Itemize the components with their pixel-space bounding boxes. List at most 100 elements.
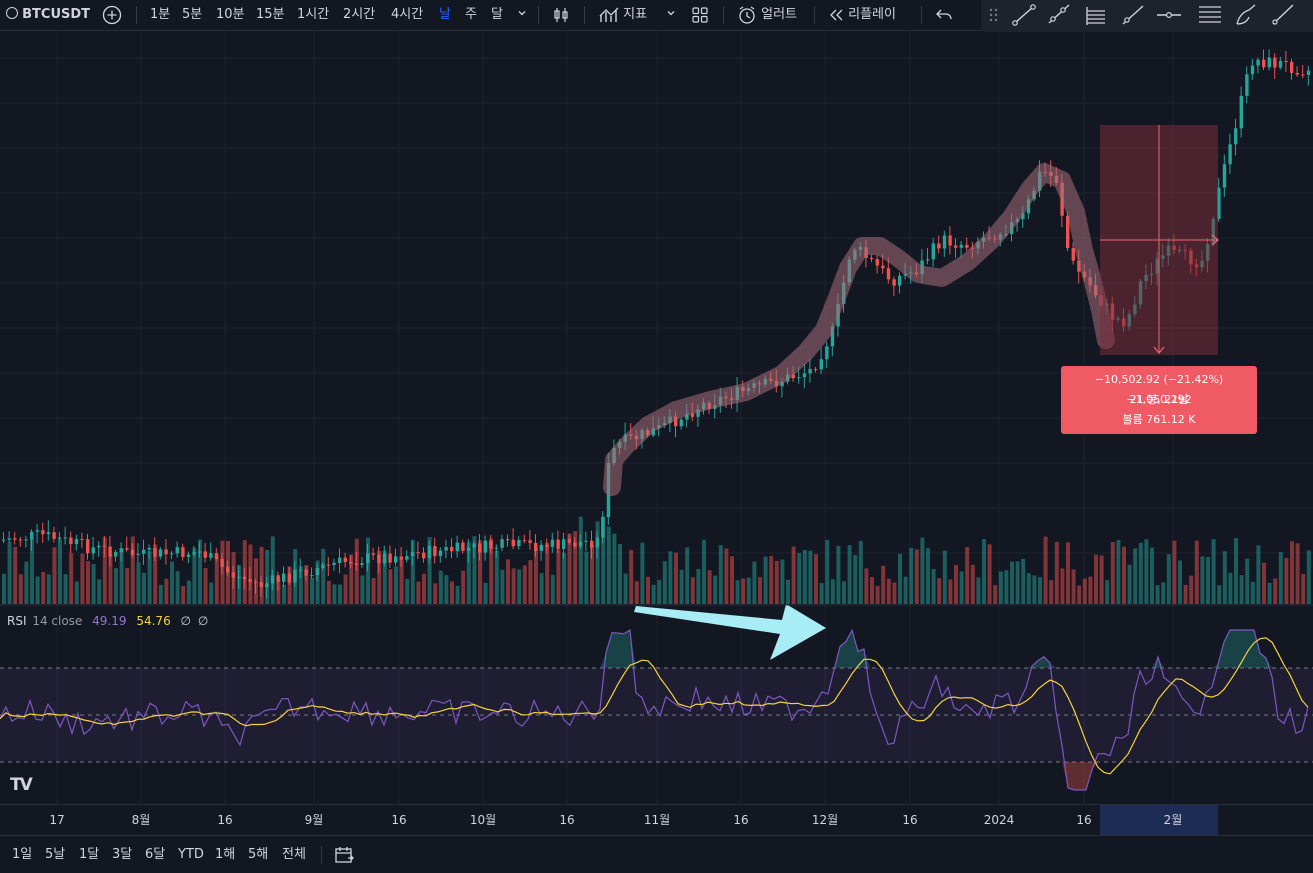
candle-body	[466, 547, 471, 551]
volume-bar	[214, 555, 219, 604]
volume-bar	[1166, 554, 1171, 604]
candle-body	[1239, 95, 1243, 129]
volume-bar	[567, 533, 572, 604]
volume-bar	[158, 584, 163, 604]
candle-body	[119, 548, 123, 553]
candle-body	[875, 259, 879, 266]
undo-button[interactable]	[935, 0, 953, 30]
add-symbol-button[interactable]	[102, 0, 122, 30]
volume-bar	[858, 540, 863, 604]
candle-body	[114, 552, 118, 557]
alert-button[interactable]: 얼러트	[737, 0, 797, 30]
volume-bar	[903, 576, 908, 604]
drawing-toolbar	[981, 0, 1313, 32]
trendline-icon[interactable]	[1012, 4, 1036, 26]
date-range-button[interactable]	[334, 836, 354, 873]
volume-bar	[1021, 558, 1026, 604]
candle-body	[18, 539, 23, 541]
volume-bar	[1127, 564, 1132, 604]
candle-body	[959, 244, 963, 248]
volume-bar	[86, 561, 90, 604]
interval-1h[interactable]: 1시간	[297, 7, 330, 22]
candle-body	[1250, 65, 1255, 75]
range-1m[interactable]: 1달	[79, 847, 100, 862]
pen-icon[interactable]	[1272, 4, 1294, 25]
volume-bar	[153, 544, 158, 604]
indicators-button[interactable]: 지표	[599, 0, 647, 30]
parallel-channel-icon[interactable]	[1086, 7, 1105, 25]
interval-4h[interactable]: 4시간	[391, 7, 424, 22]
volume-bar	[455, 585, 460, 604]
volume-bar	[181, 585, 186, 604]
candle-body	[545, 544, 549, 547]
volume-bar	[646, 576, 650, 604]
candle-body	[371, 553, 375, 555]
tradingview-logo[interactable]: TV	[10, 775, 33, 795]
volume-bar	[724, 548, 729, 604]
volume-bar	[1295, 543, 1300, 604]
candle-body	[819, 359, 823, 370]
candle-body	[1262, 59, 1266, 68]
volume-bar	[1099, 555, 1104, 604]
volume-bar	[41, 571, 46, 604]
volume-bar	[382, 550, 387, 604]
chart-type-button[interactable]	[552, 0, 570, 30]
horizontal-ray-icon[interactable]	[1157, 12, 1181, 19]
volume-bar	[489, 538, 494, 604]
volume-bar	[590, 544, 594, 604]
range-all[interactable]: 전체	[282, 847, 306, 862]
date-range-icon	[335, 846, 354, 863]
range-5d[interactable]: 5날	[45, 847, 66, 862]
interval-2h[interactable]: 2시간	[343, 7, 376, 22]
volume-bar	[746, 577, 751, 604]
extended-line-icon[interactable]	[1122, 5, 1144, 25]
interval-5m[interactable]: 5분	[182, 7, 203, 22]
candle-body	[965, 244, 969, 248]
replay-button[interactable]: 리플레이	[828, 0, 896, 30]
toolbar-divider	[584, 6, 585, 24]
candle-body	[926, 259, 930, 261]
range-5y[interactable]: 5해	[248, 847, 269, 862]
rsi-title: RSI	[7, 614, 27, 628]
range-ytd[interactable]: YTD	[178, 847, 204, 862]
volume-bar	[203, 568, 208, 604]
candle-body	[1290, 61, 1294, 73]
volume-bar	[24, 561, 29, 604]
interval-1m[interactable]: 1분	[150, 7, 171, 22]
candle-body	[304, 569, 308, 576]
interval-week[interactable]: 주	[465, 7, 477, 22]
range-3m[interactable]: 3달	[112, 847, 133, 862]
volume-bar	[550, 574, 555, 604]
interval-day[interactable]: 날	[439, 7, 451, 22]
price-chart[interactable]	[0, 31, 1313, 804]
ray-icon[interactable]	[1048, 4, 1070, 24]
brush-icon[interactable]	[1236, 4, 1256, 25]
candle-body	[1295, 72, 1299, 75]
candle-body	[147, 547, 151, 550]
volume-bar	[959, 571, 964, 604]
time-tick: 2월	[1163, 813, 1183, 827]
layout-button[interactable]	[691, 0, 709, 30]
pitchfork-icon[interactable]	[1199, 6, 1221, 23]
range-1d[interactable]: 1일	[12, 847, 33, 862]
indicators-dropdown[interactable]	[666, 0, 676, 30]
symbol-search[interactable]: BTCUSDT	[6, 0, 90, 30]
candle-body	[248, 579, 252, 582]
range-6m[interactable]: 6달	[145, 847, 166, 862]
volume-bar	[461, 570, 466, 604]
interval-15m[interactable]: 15분	[256, 7, 285, 22]
candle-body	[7, 538, 11, 540]
range-1y[interactable]: 1해	[215, 847, 236, 862]
interval-dropdown[interactable]	[517, 0, 527, 30]
candle-body	[455, 542, 459, 552]
time-axis[interactable]: 17 8월 16 9월 16 10월 16 11월 16 12월 16 2024…	[0, 804, 1313, 835]
candle-body	[410, 552, 415, 557]
interval-month[interactable]: 달	[491, 7, 503, 22]
candle-body	[937, 243, 941, 249]
alert-clock-icon	[739, 5, 755, 24]
volume-bar	[562, 552, 566, 604]
rsi-legend[interactable]: RSI 14 close 49.19 54.76 ∅ ∅	[7, 613, 214, 629]
volume-bar	[1178, 560, 1182, 604]
volume-bar	[618, 544, 622, 604]
interval-10m[interactable]: 10분	[216, 7, 245, 22]
